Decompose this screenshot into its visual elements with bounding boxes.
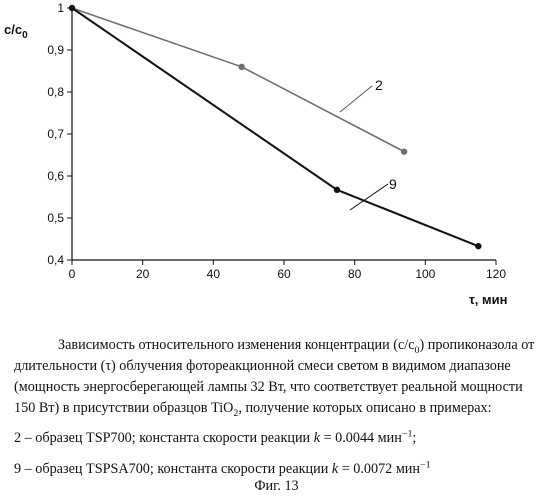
chart-ticks: 0 20 40 60 80 100 120 0,4 0,5 0,6 0,7 0,8 0,9 1 (47, 1, 506, 281)
data-point-9 (475, 243, 481, 249)
y-tick-label: 0,8 (47, 85, 64, 99)
chart-axes (72, 8, 496, 260)
x-tick-label: 100 (415, 267, 435, 281)
data-point-9 (334, 187, 340, 193)
x-tick-label: 40 (207, 267, 221, 281)
series-line-2 (72, 8, 404, 152)
y-tick-label: 1 (57, 1, 64, 15)
caption-main: Зависимость относительного изменения кон… (14, 335, 542, 419)
data-point-2 (401, 148, 407, 154)
y-tick-label: 0,4 (47, 253, 64, 267)
y-axis-title: c/c0 (4, 22, 28, 41)
chart-series (69, 5, 482, 250)
x-tick-label: 60 (277, 267, 291, 281)
y-tick-label: 0,9 (47, 43, 64, 57)
data-point-origin (69, 5, 75, 11)
x-axis-title: τ, мин (469, 292, 508, 307)
x-tick-label: 120 (486, 267, 506, 281)
x-tick-label: 0 (69, 267, 76, 281)
caption-item-2: 2 – образец TSP700; константа скорости р… (14, 428, 542, 449)
x-tick-label: 20 (136, 267, 150, 281)
series-label-2-leader (340, 86, 372, 112)
line-chart: 0204060801001200,40,50,60,70,80,91 c/c0 … (0, 0, 553, 330)
caption-item-9: 9 – образец TSPSA700; константа скорости… (14, 459, 542, 480)
y-tick-label: 0,6 (47, 169, 64, 183)
figure-label: Фиг. 13 (0, 478, 553, 495)
x-tick-label: 80 (348, 267, 362, 281)
data-point-2 (238, 64, 244, 70)
figure-caption: Зависимость относительного изменения кон… (14, 335, 542, 480)
series-line-9 (72, 8, 478, 246)
y-tick-label: 0,7 (47, 127, 64, 141)
series-label-2: 2 (375, 77, 383, 93)
series-label-9: 9 (389, 176, 397, 192)
y-tick-label: 0,5 (47, 211, 64, 225)
